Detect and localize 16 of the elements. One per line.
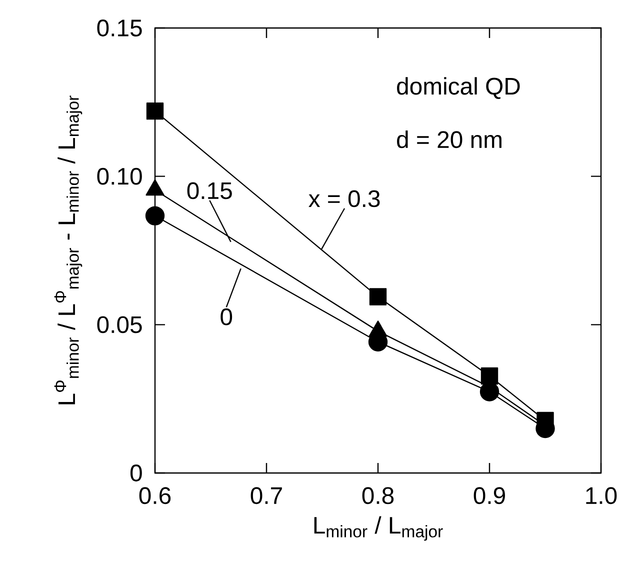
y-tick-label: 0 [130,464,142,482]
y-tick-label: 0.05 [97,316,142,334]
y-tick-label: 0.10 [97,168,142,185]
x-axis-title: L$_{minor}$ / L$_{major}$ [314,516,443,541]
annotation: d = 20 nm [397,130,502,148]
x-tick-label: 0.8 [362,487,394,504]
annotation: domical QD [397,77,520,99]
x-tick-label: 0.6 [139,487,171,504]
x-tick-label: 0.7 [250,487,282,504]
y-tick-label: 0.15 [97,20,142,36]
text: L$^{Φ}$$_{minor}$ / L$^{Φ}$$_{major}$ - L$_{minor}$ / L$_{major}$ [54,96,82,404]
annotation: x = 0.3 [308,190,380,208]
annotation: 0 [220,308,232,326]
annotation: 0.15 [187,182,232,200]
x-tick-label: 0.9 [474,487,505,504]
x-tick-label: 1.0 [586,487,617,504]
